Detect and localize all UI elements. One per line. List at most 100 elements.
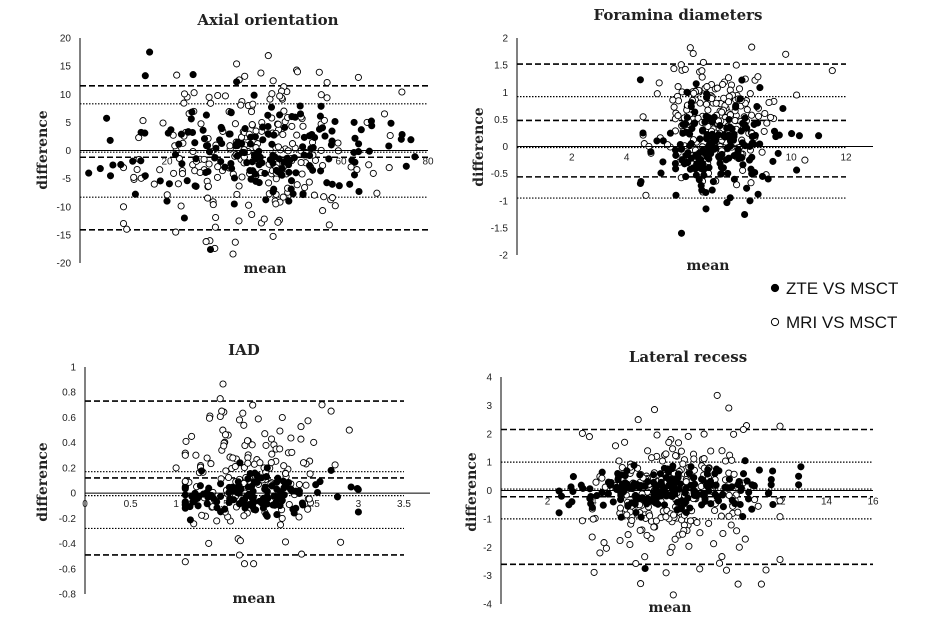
- point-mri: [211, 223, 219, 231]
- point-zte: [614, 469, 622, 478]
- legend-marker-zte: [770, 283, 780, 293]
- point-mri: [278, 514, 286, 522]
- point-zte: [764, 490, 773, 498]
- point-zte: [156, 177, 164, 185]
- point-zte: [679, 120, 687, 129]
- point-zte: [673, 475, 681, 483]
- point-zte: [636, 76, 644, 84]
- point-zte: [702, 205, 710, 213]
- point-zte: [717, 170, 726, 178]
- point-zte: [654, 500, 662, 508]
- point-zte: [729, 136, 738, 144]
- point-zte: [637, 513, 645, 521]
- y-tick-label: 0: [65, 146, 71, 157]
- point-mri: [662, 450, 670, 458]
- point-mri: [235, 551, 244, 559]
- point-mri: [690, 89, 698, 97]
- point-zte: [192, 155, 200, 163]
- point-mri: [288, 140, 297, 148]
- point-zte: [672, 191, 680, 199]
- point-zte: [285, 168, 293, 176]
- point-mri: [761, 109, 769, 118]
- point-zte: [221, 505, 229, 513]
- point-zte: [351, 158, 359, 166]
- point-zte: [204, 493, 212, 501]
- point-mri: [669, 96, 677, 104]
- point-zte: [713, 493, 722, 501]
- point-zte: [751, 131, 759, 139]
- point-mri: [828, 67, 836, 75]
- point-mri: [249, 401, 257, 409]
- point-mri: [762, 566, 770, 574]
- point-mri: [703, 83, 711, 91]
- point-zte: [246, 140, 255, 148]
- point-zte: [254, 475, 262, 483]
- point-zte: [708, 118, 716, 126]
- y-tick-label: 4: [486, 373, 492, 384]
- point-mri: [216, 395, 224, 403]
- point-mri: [674, 97, 683, 105]
- point-mri: [297, 435, 305, 443]
- point-zte: [264, 122, 272, 131]
- point-zte: [178, 160, 186, 168]
- point-mri: [666, 548, 674, 556]
- point-zte: [724, 169, 732, 177]
- point-mri: [686, 44, 694, 52]
- x-tick-label: 4: [591, 497, 597, 508]
- point-zte: [738, 76, 746, 84]
- point-mri: [238, 173, 246, 181]
- point-zte: [769, 467, 777, 475]
- point-mri: [682, 478, 690, 486]
- x-axis-label: mean: [244, 261, 287, 277]
- point-zte: [117, 161, 125, 169]
- point-zte: [331, 117, 339, 126]
- point-zte: [181, 504, 189, 512]
- point-zte: [141, 129, 149, 137]
- point-zte: [241, 125, 249, 133]
- point-mri: [621, 438, 629, 446]
- y-tick-label: 2: [502, 34, 508, 45]
- x-tick-label: 3.5: [397, 499, 411, 510]
- point-mri: [650, 523, 658, 531]
- point-mri: [644, 447, 652, 455]
- point-zte: [248, 482, 256, 490]
- point-zte: [333, 493, 342, 501]
- point-zte: [263, 492, 271, 500]
- point-mri: [305, 178, 313, 186]
- point-mri: [687, 517, 695, 525]
- point-zte: [726, 194, 734, 202]
- point-zte: [246, 167, 254, 175]
- point-mri: [698, 73, 706, 81]
- point-mri: [652, 517, 660, 525]
- point-zte: [756, 84, 764, 92]
- x-tick-label: 80: [422, 157, 434, 168]
- point-mri: [669, 591, 677, 599]
- point-mri: [235, 182, 243, 190]
- point-zte: [698, 501, 706, 509]
- point-zte: [741, 210, 749, 219]
- point-zte: [312, 481, 320, 489]
- point-mri: [159, 119, 167, 127]
- point-zte: [226, 130, 234, 138]
- point-zte: [684, 494, 692, 502]
- point-zte: [234, 138, 242, 146]
- point-zte: [753, 102, 761, 111]
- y-tick-label: -1: [483, 514, 492, 525]
- point-mri: [696, 529, 704, 537]
- point-mri: [662, 513, 670, 521]
- point-zte: [252, 506, 260, 514]
- point-mri: [267, 435, 276, 443]
- point-zte: [653, 137, 661, 145]
- point-mri: [247, 108, 256, 116]
- point-zte: [677, 145, 685, 153]
- point-zte: [734, 146, 742, 154]
- point-mri: [650, 406, 659, 414]
- point-mri: [235, 416, 244, 424]
- point-zte: [285, 478, 293, 487]
- point-zte: [739, 470, 748, 478]
- point-mri: [758, 148, 766, 156]
- point-zte: [298, 499, 306, 507]
- point-mri: [237, 101, 245, 109]
- point-mri: [719, 80, 727, 88]
- point-zte: [235, 482, 243, 490]
